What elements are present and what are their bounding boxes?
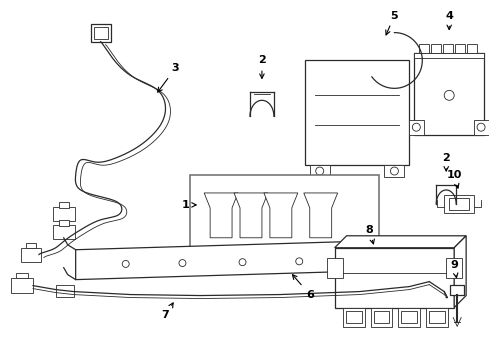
Polygon shape (454, 236, 466, 307)
Circle shape (239, 259, 246, 266)
Circle shape (296, 258, 303, 265)
Bar (335, 248, 454, 307)
Text: 4: 4 (445, 11, 453, 30)
Bar (450, 285, 464, 294)
Text: 3: 3 (158, 63, 179, 92)
Circle shape (346, 257, 353, 264)
Circle shape (391, 167, 398, 175)
Polygon shape (75, 240, 409, 280)
Bar (444, 195, 474, 213)
Polygon shape (335, 236, 466, 248)
Bar (26, 243, 36, 248)
Text: 1: 1 (181, 200, 196, 210)
Bar (21, 248, 41, 262)
Polygon shape (234, 193, 268, 238)
Bar (385, 165, 404, 177)
Bar (443, 44, 453, 54)
Circle shape (179, 260, 186, 266)
Text: 5: 5 (386, 11, 398, 35)
Bar (474, 120, 489, 135)
Text: 2: 2 (442, 153, 450, 171)
Bar (409, 120, 424, 135)
Text: 7: 7 (161, 303, 173, 320)
Bar (59, 220, 69, 226)
Bar (429, 311, 445, 323)
Bar (343, 307, 365, 328)
Circle shape (122, 260, 129, 267)
Bar (345, 311, 362, 323)
Bar (415, 54, 484, 135)
Bar (373, 311, 390, 323)
Text: 10: 10 (446, 170, 462, 188)
Bar (94, 27, 107, 39)
Text: 9: 9 (450, 260, 458, 278)
Text: 6: 6 (293, 275, 314, 300)
Bar (11, 278, 33, 293)
Bar (59, 202, 69, 208)
Text: 2: 2 (258, 55, 266, 78)
Bar (467, 44, 477, 54)
Polygon shape (304, 193, 338, 238)
Circle shape (477, 123, 485, 131)
Bar (431, 44, 441, 54)
Bar (53, 225, 74, 239)
Bar (426, 307, 448, 328)
Bar (56, 285, 74, 297)
Circle shape (413, 123, 420, 131)
Bar (91, 24, 111, 41)
Circle shape (316, 167, 324, 175)
Text: 8: 8 (366, 225, 374, 244)
Bar (53, 207, 74, 221)
Bar (415, 54, 484, 58)
Bar (449, 198, 469, 210)
Bar (16, 273, 28, 278)
Bar (370, 307, 392, 328)
Bar (305, 60, 409, 165)
Polygon shape (264, 193, 298, 238)
Bar (190, 175, 379, 265)
Bar (327, 258, 343, 278)
Bar (401, 311, 417, 323)
Bar (310, 165, 330, 177)
Bar (455, 44, 465, 54)
Polygon shape (204, 193, 238, 238)
Bar (419, 44, 429, 54)
Bar (446, 258, 462, 278)
Circle shape (444, 90, 454, 100)
Bar (398, 307, 420, 328)
